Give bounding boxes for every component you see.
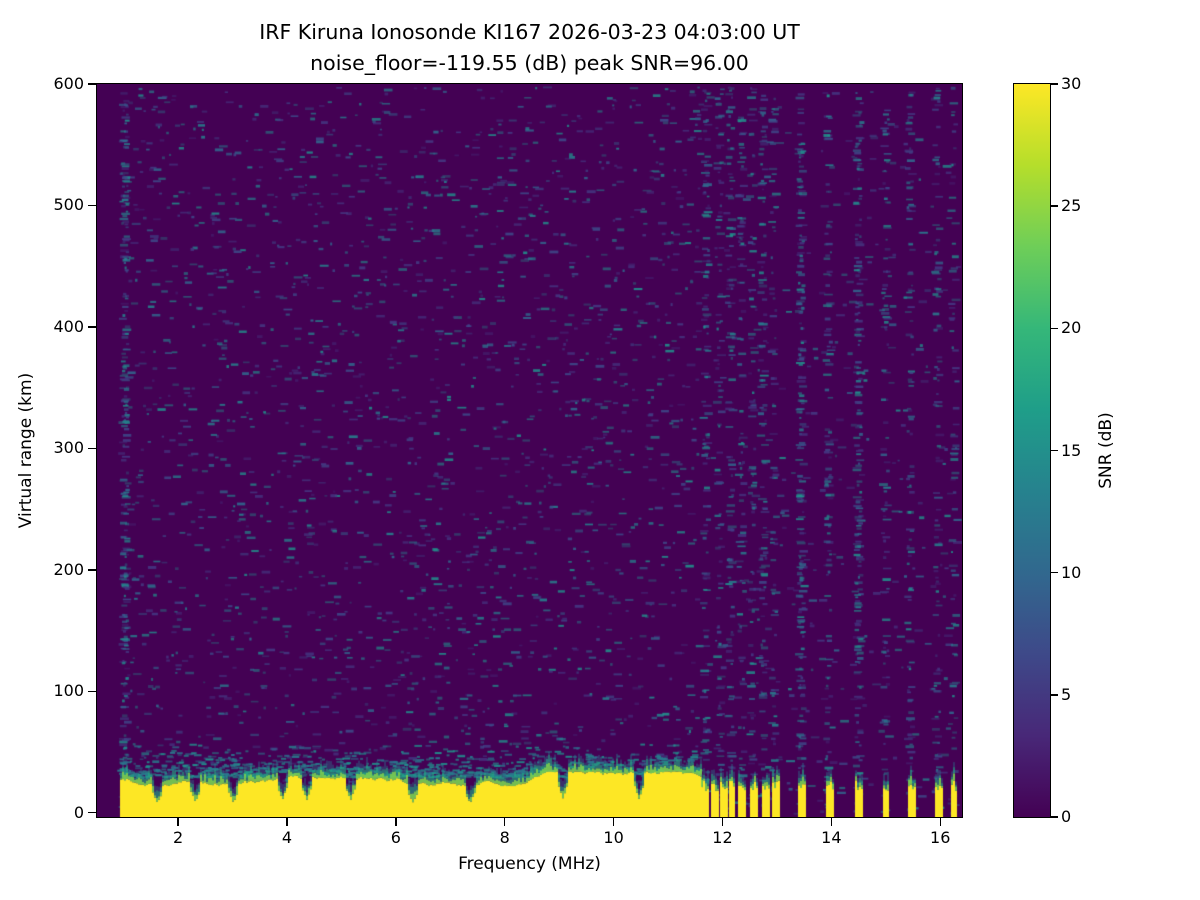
colorbar-tick-mark (1051, 83, 1058, 84)
y-tick-label: 500 (40, 195, 84, 214)
y-tick-mark (88, 326, 96, 327)
y-tick-mark (88, 569, 96, 570)
chart-title: IRF Kiruna Ionosonde KI167 2026-03-23 04… (97, 17, 962, 79)
y-tick-mark (88, 205, 96, 206)
x-tick-mark (613, 818, 614, 826)
colorbar-tick-mark (1051, 816, 1058, 817)
x-tick-mark (940, 818, 941, 826)
chart-title-line2: noise_floor=-119.55 (dB) peak SNR=96.00 (97, 48, 962, 79)
x-tick-mark (504, 818, 505, 826)
colorbar-tick-mark (1051, 450, 1058, 451)
x-tick-label: 14 (809, 828, 853, 847)
chart-title-line1: IRF Kiruna Ionosonde KI167 2026-03-23 04… (97, 17, 962, 48)
x-tick-mark (286, 818, 287, 826)
y-tick-mark (88, 448, 96, 449)
x-tick-label: 8 (483, 828, 527, 847)
colorbar-tick-label: 0 (1061, 807, 1071, 826)
y-tick-label: 200 (40, 560, 84, 579)
colorbar-tick-mark (1051, 205, 1058, 206)
x-tick-label: 6 (374, 828, 418, 847)
y-tick-mark (88, 691, 96, 692)
x-tick-mark (177, 818, 178, 826)
y-tick-label: 100 (40, 681, 84, 700)
y-tick-label: 0 (40, 803, 84, 822)
x-tick-label: 10 (592, 828, 636, 847)
y-axis-label: Virtual range (km) (16, 84, 36, 817)
colorbar-tick-label: 5 (1061, 685, 1071, 704)
y-tick-mark (88, 812, 96, 813)
colorbar-tick-label: 25 (1061, 196, 1081, 215)
colorbar-tick-label: 10 (1061, 563, 1081, 582)
x-tick-label: 2 (156, 828, 200, 847)
x-tick-mark (722, 818, 723, 826)
x-tick-mark (395, 818, 396, 826)
heatmap-canvas (97, 84, 962, 817)
x-tick-label: 16 (918, 828, 962, 847)
y-tick-label: 400 (40, 317, 84, 336)
x-tick-label: 4 (265, 828, 309, 847)
colorbar-tick-label: 30 (1061, 74, 1081, 93)
colorbar-tick-label: 20 (1061, 318, 1081, 337)
colorbar-label: SNR (dB) (1096, 84, 1116, 817)
y-tick-mark (88, 83, 96, 84)
y-tick-label: 300 (40, 438, 84, 457)
colorbar-tick-label: 15 (1061, 441, 1081, 460)
x-axis-label: Frequency (MHz) (97, 854, 962, 874)
x-tick-mark (831, 818, 832, 826)
colorbar-tick-mark (1051, 694, 1058, 695)
colorbar-tick-mark (1051, 572, 1058, 573)
y-tick-label: 600 (40, 74, 84, 93)
ionogram-figure: IRF Kiruna Ionosonde KI167 2026-03-23 04… (0, 0, 1200, 900)
colorbar (1014, 84, 1050, 817)
x-tick-label: 12 (700, 828, 744, 847)
colorbar-tick-mark (1051, 328, 1058, 329)
